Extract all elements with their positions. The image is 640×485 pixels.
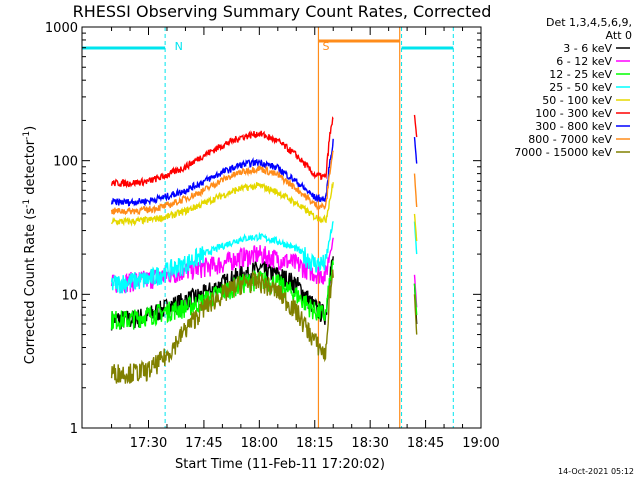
axes-layer bbox=[81, 26, 482, 429]
y-axis-label-sup1: -1 bbox=[22, 199, 32, 208]
series-line-1 bbox=[110, 237, 334, 294]
series-line-tail-8 bbox=[413, 294, 418, 335]
y-axis-label-sup2: -1 bbox=[22, 131, 32, 140]
x-tick-label-6: 19:00 bbox=[462, 436, 499, 451]
series-line-2 bbox=[110, 260, 334, 331]
series-line-8 bbox=[110, 269, 334, 385]
ticks-layer: 17:30 17:45 18:00 18:15 18:30 18:45 19:00 1 10 10… bbox=[45, 21, 500, 451]
y-tick-label-3: 1000 bbox=[45, 21, 78, 36]
series-line-tail-4 bbox=[413, 213, 418, 242]
legend-label-3: 25 - 50 keV bbox=[549, 81, 612, 94]
legend-label-1: 6 - 12 keV bbox=[556, 55, 612, 68]
chart-title: RHESSI Observing Summary Count Rates, Co… bbox=[73, 2, 492, 21]
y-axis-label-mid: detector bbox=[23, 139, 38, 199]
y-axis-label: Corrected Count Rate (s-1 detector-1) bbox=[22, 126, 38, 364]
series-line-7 bbox=[110, 150, 334, 216]
legend-label-2: 12 - 25 keV bbox=[549, 68, 612, 81]
series-line-tail-6 bbox=[413, 137, 418, 164]
x-axis-label: Start Time (11-Feb-11 17:20:02) bbox=[175, 457, 385, 472]
legend-header-2: Att 0 bbox=[606, 29, 632, 42]
x-tick-label-5: 18:45 bbox=[407, 436, 444, 451]
y-axis-label-end: ) bbox=[23, 126, 38, 131]
x-tick-label-1: 17:45 bbox=[185, 436, 222, 451]
legend-label-0: 3 - 6 keV bbox=[563, 42, 612, 55]
series-line-tail-7 bbox=[413, 173, 418, 208]
y-axis-label-main: Corrected Count Rate (s bbox=[23, 208, 38, 365]
series-line-5 bbox=[110, 116, 334, 189]
plot-frame bbox=[81, 26, 482, 429]
series-line-tail-5 bbox=[413, 114, 418, 138]
series-line-3 bbox=[110, 221, 334, 294]
series-line-6 bbox=[110, 138, 334, 207]
annotation-s: S bbox=[322, 40, 329, 53]
legend-label-5: 100 - 300 keV bbox=[535, 107, 612, 120]
series-line-tail-2 bbox=[413, 283, 418, 316]
x-tick-label-0: 17:30 bbox=[130, 436, 167, 451]
legend-label-6: 300 - 800 keV bbox=[535, 120, 612, 133]
legend-label-7: 800 - 7000 keV bbox=[528, 133, 612, 146]
y-tick-label-1: 10 bbox=[61, 288, 78, 303]
x-tick-label-4: 18:30 bbox=[351, 436, 388, 451]
annotation-n: N bbox=[175, 40, 183, 53]
legend-label-8: 7000 - 15000 keV bbox=[514, 146, 612, 159]
series-line-4 bbox=[110, 181, 334, 227]
footer-timestamp: 14-Oct-2021 05:12 bbox=[558, 467, 634, 476]
legend-header-1: Det 1,3,4,5,6,9, bbox=[546, 16, 632, 29]
y-tick-label-2: 100 bbox=[53, 155, 78, 170]
legend-label-4: 50 - 100 keV bbox=[542, 94, 612, 107]
x-tick-label-2: 18:00 bbox=[241, 436, 278, 451]
x-tick-label-3: 18:15 bbox=[296, 436, 333, 451]
series-layer bbox=[110, 114, 418, 385]
y-tick-label-0: 1 bbox=[70, 422, 78, 437]
